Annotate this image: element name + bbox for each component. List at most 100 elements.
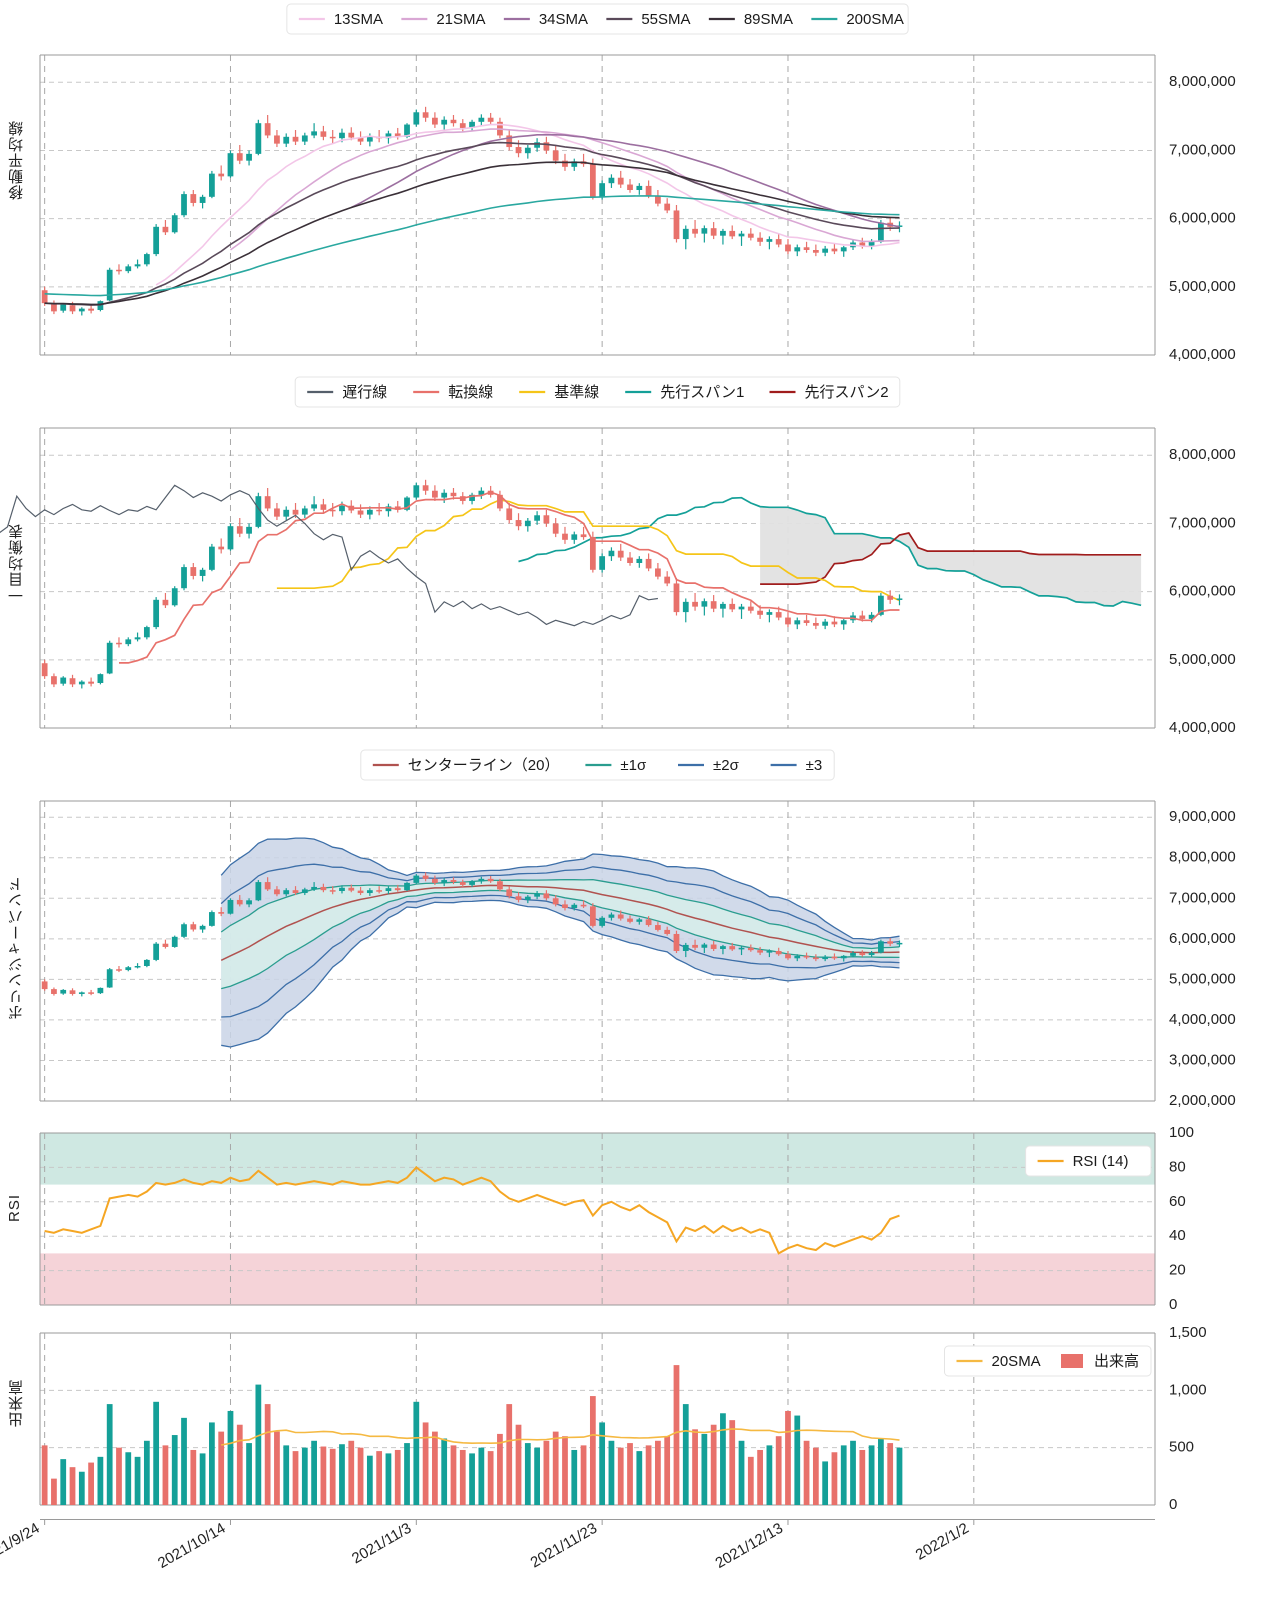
legend-item-label: ±3	[806, 757, 823, 774]
y-axis-tick: 100	[1169, 1124, 1194, 1141]
candlestick-series	[41, 479, 903, 689]
x-axis-tick-label: 2021/11/23	[528, 1520, 601, 1572]
y-axis-tick: 7,000,000	[1169, 889, 1236, 906]
y-axis-tick: 80	[1169, 1158, 1186, 1175]
y-axis-tick: 1,000	[1169, 1381, 1207, 1398]
bollinger-lower-2sigma	[221, 894, 900, 1018]
y-axis-tick: 4,000,000	[1169, 719, 1236, 736]
ichimoku-cloud	[760, 506, 1142, 606]
chikou-span-line	[0, 484, 658, 627]
panel-ichimoku: 一目均衡表 8,000,000 7,000,000 6,000,000 5,000,0…	[0, 373, 1273, 746]
y-axis-tick: 1,500	[1169, 1324, 1207, 1341]
legend-item-label: 55SMA	[641, 11, 690, 28]
legend-item-label: RSI (14)	[1073, 1153, 1129, 1170]
y-axis-tick: 0	[1169, 1296, 1177, 1313]
bollinger-upper-2sigma	[220, 863, 900, 945]
legend-item-label: 遅行線	[342, 384, 387, 401]
bollinger-chart: 9,000,000 8,000,000 7,000,000 6,000,000 5,00…	[39, 749, 1236, 1109]
legend-item-label: センターライン（20）	[408, 757, 560, 774]
y-axis-tick: 8,000,000	[1169, 73, 1236, 90]
panel-bollinger: ボリンジャーバンド 9,000,000 8,000,000 7,000,000 6,0…	[0, 746, 1273, 1119]
panel-title-volume: 出来高	[8, 1379, 25, 1427]
y-axis-tick: 5,000,000	[1169, 970, 1236, 987]
candlestick-series	[41, 872, 903, 997]
y-axis-tick: 6,000,000	[1169, 930, 1236, 947]
y-axis-tick: 4,000,000	[1169, 346, 1236, 363]
x-axis-tick-label: 2022/1/2	[913, 1520, 972, 1564]
panel-moving-average: 移動平均線 8,000,000 7,000,000 6,000,000 5,000,0…	[0, 0, 1273, 373]
legend-item-label: 34SMA	[539, 11, 588, 28]
y-axis-tick: 2,000,000	[1169, 1092, 1236, 1109]
y-axis-tick: 40	[1169, 1227, 1186, 1244]
legend-item-label: 89SMA	[744, 11, 793, 28]
rsi-overbought-zone	[40, 1133, 1155, 1185]
legend: 13SMA 21SMA 34SMA 55SMA 89SMA 200SMA	[286, 3, 909, 35]
bollinger-upper-3sigma	[220, 837, 900, 941]
legend: 遅行線 転換線 基準線 先行スパン1 先行スパン2	[294, 376, 901, 408]
x-axis-tick-label: 2021/11/3	[349, 1520, 414, 1568]
y-axis-tick: 20	[1169, 1262, 1186, 1279]
legend-item-label: 出来高	[1094, 1353, 1139, 1370]
y-axis-tick: 60	[1169, 1193, 1186, 1210]
y-axis-tick: 9,000,000	[1169, 808, 1236, 825]
rsi-line	[44, 1166, 900, 1255]
x-axis: 2021/9/24 2021/10/14 2021/11/3 2021/11/23 20…	[0, 1519, 1273, 1600]
y-axis-tick: 5,000,000	[1169, 278, 1236, 295]
y-axis-tick: 0	[1169, 1496, 1177, 1513]
sma-55-line	[44, 141, 900, 306]
legend-item-label: 先行スパン2	[805, 384, 889, 401]
legend: 20SMA 出来高	[944, 1345, 1152, 1377]
volume-sma-line	[221, 1428, 900, 1446]
x-axis-tick-label: 2021/10/14	[155, 1520, 229, 1572]
y-axis-tick: 8,000,000	[1169, 446, 1236, 463]
legend-item-label: 20SMA	[992, 1353, 1041, 1370]
sma-89-line	[44, 161, 900, 306]
rsi-chart: 100 80 60 40 20 0 RSI (14)	[39, 1124, 1194, 1313]
bollinger-center-line	[220, 884, 900, 961]
panel-volume: 出来高 1,500 1,000 500 0 20SMA 出来高	[0, 1319, 1273, 1519]
bollinger-lower-1sigma	[221, 889, 900, 990]
y-axis-tick: 6,000,000	[1169, 210, 1236, 227]
legend: センターライン（20） ±1σ ±2σ ±3	[360, 749, 835, 781]
y-axis-tick: 3,000,000	[1169, 1051, 1236, 1068]
senkou-span-2-line	[760, 532, 1142, 585]
panel-rsi: RSI 100 80 60 40 20 0 RSI (14)	[0, 1119, 1273, 1319]
y-axis-tick: 8,000,000	[1169, 849, 1236, 866]
ichimoku-chart: 8,000,000 7,000,000 6,000,000 5,000,000 4,00…	[0, 376, 1236, 736]
tenkan-sen-line	[119, 491, 900, 664]
sma-200-line	[44, 195, 900, 297]
y-axis-tick: 7,000,000	[1169, 141, 1236, 158]
sma-34-line	[350, 134, 900, 228]
panel-title-rsi: RSI	[6, 1194, 23, 1223]
legend-item-label: ±1σ	[620, 757, 647, 774]
bollinger-upper-1sigma	[220, 878, 900, 950]
bollinger-1sigma-fill	[221, 879, 900, 989]
y-axis-tick: 5,000,000	[1169, 651, 1236, 668]
x-axis-tick-label: 2021/12/13	[712, 1520, 786, 1572]
legend-item-label: 21SMA	[436, 11, 485, 28]
panel-title-bollinger: ボリンジャーバンド	[8, 876, 25, 1020]
volume-chart: 1,500 1,000 500 0 20SMA 出来高	[39, 1324, 1207, 1513]
legend-item-label: 転換線	[448, 384, 493, 401]
x-axis-tick-label: 2021/9/24	[0, 1520, 43, 1568]
senkou-span-1-line	[518, 496, 1142, 607]
legend-item-label: ±2σ	[713, 757, 740, 774]
panel-title-moving-average: 移動平均線	[8, 120, 25, 200]
legend-item-label: 先行スパン1	[660, 384, 744, 401]
volume-bars	[41, 1365, 903, 1505]
bollinger-lower-3sigma	[221, 899, 900, 1048]
y-axis-tick: 7,000,000	[1169, 514, 1236, 531]
y-axis-tick: 4,000,000	[1169, 1011, 1236, 1028]
y-axis-tick: 500	[1169, 1439, 1194, 1456]
sma-13-line	[155, 123, 900, 286]
panel-title-ichimoku: 一目均衡表	[8, 523, 25, 603]
kijun-sen-line	[276, 499, 900, 602]
moving-average-chart: 8,000,000 7,000,000 6,000,000 5,000,000 4,00…	[39, 3, 1236, 363]
x-axis-labels: 2021/9/24 2021/10/14 2021/11/3 2021/11/23 20…	[0, 1519, 1155, 1572]
legend-item-label: 200SMA	[846, 11, 904, 28]
legend-item-label: 13SMA	[334, 11, 383, 28]
legend: RSI (14)	[1025, 1145, 1152, 1177]
rsi-oversold-zone	[40, 1253, 1155, 1305]
y-axis-tick: 6,000,000	[1169, 583, 1236, 600]
